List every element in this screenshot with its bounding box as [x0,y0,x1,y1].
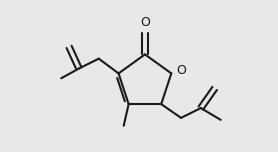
Text: O: O [176,64,186,77]
Text: O: O [140,16,150,29]
